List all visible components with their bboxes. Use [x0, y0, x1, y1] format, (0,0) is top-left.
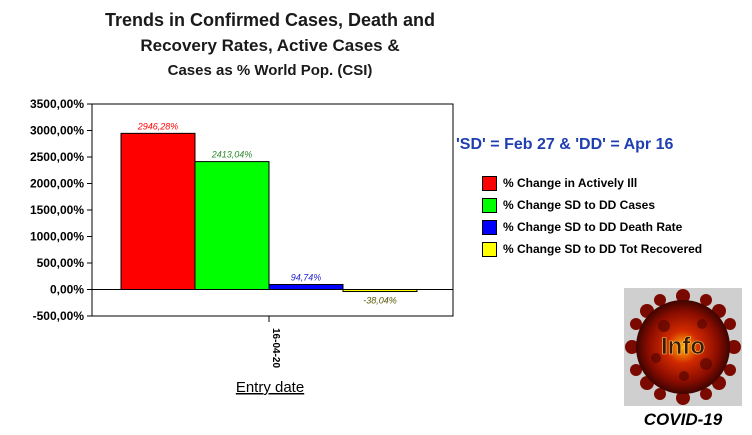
- legend-label: % Change SD to DD Death Rate: [503, 220, 683, 234]
- chart-legend: % Change in Actively Ill % Change SD to …: [482, 172, 702, 260]
- bar: [268, 283, 344, 291]
- bar: [342, 289, 418, 293]
- y-tick-label: 2500,00%: [30, 150, 84, 164]
- logo-text: Info: [661, 333, 705, 360]
- x-axis-label: Entry date: [236, 379, 304, 396]
- legend-label: % Change SD to DD Tot Recovered: [503, 242, 703, 256]
- x-tick-label: 16-04-20: [270, 328, 281, 368]
- legend-swatch: [482, 241, 497, 257]
- legend-item-cases: % Change SD to DD Cases: [482, 194, 702, 216]
- bar-value-label: -38,04%: [363, 296, 397, 306]
- chart-title-line-3: Cases as % World Pop. (CSI): [167, 62, 373, 79]
- logo-caption: COVID-19: [643, 410, 723, 429]
- y-tick-label: 3000,00%: [30, 124, 84, 138]
- y-tick-label: 0,00%: [50, 283, 84, 297]
- y-tick-label: 1000,00%: [30, 230, 84, 244]
- y-tick-label: 2000,00%: [30, 177, 84, 191]
- chart-title-line-1: Trends in Confirmed Cases, Death and: [104, 10, 436, 30]
- bar-value-label: 2413,04%: [211, 150, 253, 160]
- legend-item-actively-ill: % Change in Actively Ill: [482, 172, 702, 194]
- legend-swatch: [482, 175, 497, 191]
- y-tick-label: 1500,00%: [30, 203, 84, 217]
- chart-title-line-2: Recovery Rates, Active Cases &: [140, 36, 400, 55]
- y-tick-label: 500,00%: [37, 256, 85, 270]
- legend-swatch: [482, 219, 497, 235]
- legend-item-recovered: % Change SD to DD Tot Recovered: [482, 238, 702, 260]
- legend-item-death-rate: % Change SD to DD Death Rate: [482, 216, 702, 238]
- legend-label: % Change SD to DD Cases: [503, 198, 656, 212]
- bar-value-label: 2946,28%: [137, 121, 179, 131]
- date-note: 'SD' = Feb 27 & 'DD' = Apr 16: [456, 136, 674, 153]
- y-tick-label: 3500,00%: [30, 97, 84, 111]
- y-tick-label: -500,00%: [33, 309, 85, 323]
- bar: [120, 132, 196, 290]
- covid-info-logo: Info: [624, 288, 742, 406]
- legend-label: % Change in Actively Ill: [503, 176, 638, 190]
- bar: [194, 161, 270, 291]
- bar-value-label: 94,74%: [291, 272, 322, 282]
- legend-swatch: [482, 197, 497, 213]
